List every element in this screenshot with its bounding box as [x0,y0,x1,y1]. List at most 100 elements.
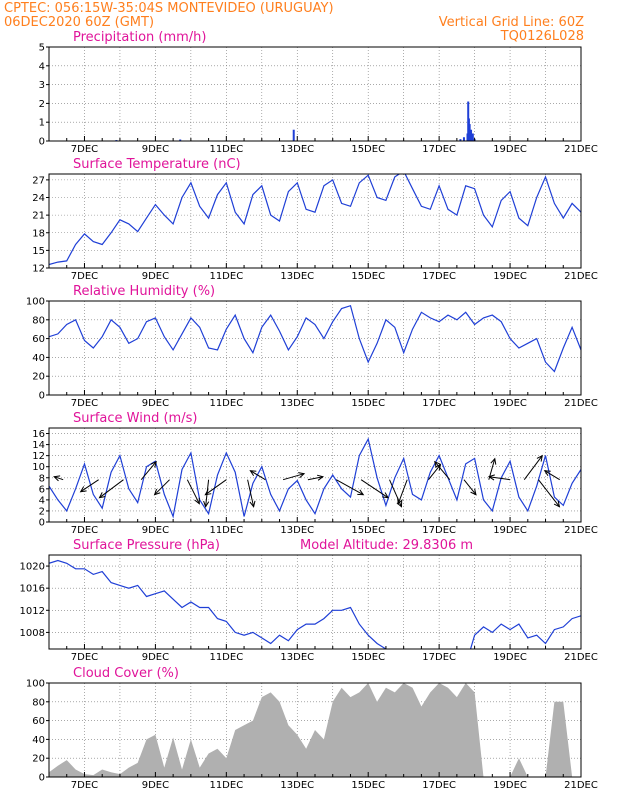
y-tick-label: 27 [32,175,45,186]
precip-bar [468,124,471,141]
y-tick-label: 60 [32,334,45,345]
x-tick-label: 11DEC [209,398,243,409]
x-tick-label: 15DEC [351,652,385,663]
x-tick-label: 21DEC [564,144,598,155]
y-tick-label: 0 [39,773,45,784]
y-tick-label: 12 [32,264,45,275]
y-tick-label: 80 [32,315,45,326]
wind-vector-head [487,474,495,481]
x-tick-label: 17DEC [422,271,456,282]
panel-title: Precipitation (mm/h) [73,30,206,45]
panel-frame [48,173,582,269]
panel-frame [48,46,582,142]
x-tick-label: 21DEC [564,780,598,791]
y-tick-label: 1 [39,118,45,129]
wind-vector-head [298,472,306,479]
series-line [49,559,581,649]
wind-vector-head [397,497,403,505]
y-tick-label: 60 [32,716,45,727]
y-tick-label: 20 [32,754,45,765]
y-tick-label: 3 [39,80,45,91]
x-tick-label: 19DEC [493,271,527,282]
x-tick-label: 7DEC [71,780,98,791]
y-tick-label: 4 [39,495,45,506]
wind-vector [544,470,560,481]
wind-vector [463,479,477,496]
panel-frame [48,554,582,650]
x-tick-label: 17DEC [422,780,456,791]
x-tick-label: 21DEC [564,652,598,663]
series-line [49,304,581,373]
wind-vector-head [543,470,551,476]
wind-vector-head [249,470,257,476]
panel-title: Cloud Cover (%) [73,666,179,681]
x-tick-label: 15DEC [351,271,385,282]
wind-vector [336,479,364,496]
x-tick-label: 11DEC [209,525,243,536]
wind-vector-head [553,500,561,508]
x-tick-label: 13DEC [280,780,314,791]
wind-vector [140,461,157,481]
y-tick-label: 0 [39,137,45,148]
wind-vector-head [434,460,441,468]
y-tick-label: 6 [39,484,45,495]
wind-vector [54,476,64,481]
y-tick-label: 10 [32,462,45,473]
precip-bar [179,139,182,141]
x-tick-label: 9DEC [142,398,169,409]
y-tick-label: 14 [32,440,45,451]
panel-title: Surface Temperature (nC) [73,157,241,172]
y-tick-label: 18 [32,228,45,239]
x-tick-label: 11DEC [209,271,243,282]
wind-vector [307,476,324,481]
x-tick-label: 7DEC [71,398,98,409]
wind-vector-head [249,500,256,508]
y-tick-label: 5 [39,43,45,54]
header-grid-line: Vertical Grid Line: 60Z [438,15,584,30]
header-model-id: TQ0126L028 [500,29,584,44]
x-tick-label: 17DEC [422,652,456,663]
wind-vector-head [490,457,497,465]
y-tick-label: 8 [39,473,45,484]
wind-vector-head [204,489,212,496]
x-tick-label: 21DEC [564,271,598,282]
header-run-time: 06DEC2020 60Z (GMT) [4,15,155,30]
x-tick-label: 17DEC [422,144,456,155]
x-tick-label: 7DEC [71,525,98,536]
x-tick-label: 11DEC [209,780,243,791]
x-tick-label: 15DEC [351,780,385,791]
precip-bar [462,137,465,141]
precip-bar [459,139,462,141]
x-tick-label: 17DEC [422,398,456,409]
x-tick-label: 17DEC [422,525,456,536]
y-tick-label: 1008 [20,628,45,639]
precip-bar [470,129,473,141]
y-tick-label: 1016 [20,584,45,595]
cloud-cover-area [49,683,581,777]
wind-vector [282,473,305,481]
x-tick-label: 13DEC [280,398,314,409]
x-tick-label: 9DEC [142,144,169,155]
y-tick-label: 4 [39,61,45,72]
model-altitude-label: Model Altitude: 29.8306 m [300,538,473,553]
wind-vector-head [434,463,442,471]
panel-title: Relative Humidity (%) [73,284,215,299]
wind-vector [186,479,200,504]
x-tick-label: 7DEC [71,271,98,282]
wind-vector [523,455,543,481]
wind-vector [538,479,560,508]
y-tick-label: 16 [32,429,45,440]
precip-bar [292,129,295,141]
y-tick-label: 20 [32,372,45,383]
panel-frame [48,427,582,523]
y-tick-label: 2 [39,99,45,110]
wind-vector-head [194,497,200,505]
y-tick-label: 100 [26,679,45,690]
x-tick-label: 15DEC [351,525,385,536]
y-tick-label: 1020 [20,562,45,573]
x-tick-label: 19DEC [493,525,527,536]
x-tick-label: 19DEC [493,780,527,791]
x-tick-label: 9DEC [142,780,169,791]
y-tick-label: 40 [32,735,45,746]
wind-vector-head [470,488,477,496]
